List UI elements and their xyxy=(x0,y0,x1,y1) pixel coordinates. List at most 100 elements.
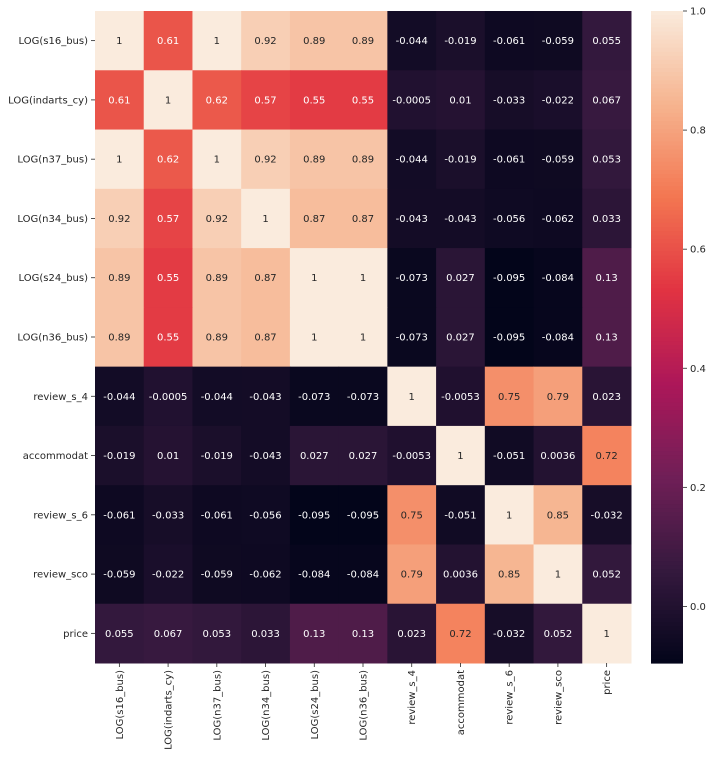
colorbar-segment xyxy=(651,422,683,428)
heatmap-cell xyxy=(436,485,486,545)
cell-value-label: -0.061 xyxy=(103,510,135,521)
x-tick-label: review_s_6 xyxy=(505,670,516,725)
colorbar-segment xyxy=(651,55,683,61)
y-tick-label: LOG(s24_bus) xyxy=(19,273,89,284)
colorbar-segment xyxy=(651,324,683,330)
heatmap-cell xyxy=(436,425,486,486)
heatmap-cell xyxy=(95,485,145,545)
colorbar: 0.0 0.2 0.4 0.6 0.8 1.0 xyxy=(651,7,706,664)
colorbar-segment xyxy=(651,51,683,57)
heatmap-cell xyxy=(289,425,340,486)
heatmap-cell xyxy=(533,425,583,486)
colorbar-segment xyxy=(651,601,683,607)
colorbar-segment xyxy=(651,312,683,318)
heatmap-cell xyxy=(582,544,632,605)
x-tick-label: LOG(indarts_cy) xyxy=(164,670,175,750)
colorbar-segment xyxy=(651,23,683,28)
colorbar-segment xyxy=(651,104,683,110)
cell-value-label: 0.027 xyxy=(446,333,475,344)
colorbar-segment xyxy=(651,646,683,652)
heatmap-cell xyxy=(387,366,437,427)
cell-value-label: 0.79 xyxy=(401,570,423,581)
colorbar-segment xyxy=(651,345,683,350)
colorbar-segment xyxy=(651,226,683,232)
heatmap-cell xyxy=(192,425,242,486)
heatmap-cell xyxy=(533,307,583,368)
colorbar-segment xyxy=(651,565,683,570)
heatmap-cell xyxy=(95,366,145,427)
colorbar-segment xyxy=(651,202,683,208)
cell-value-label: -0.0053 xyxy=(392,451,431,462)
x-tick-label: LOG(s16_bus) xyxy=(115,670,126,740)
cell-value-label: 1 xyxy=(262,214,268,225)
colorbar-segment xyxy=(651,451,683,456)
y-tick-label: LOG(n34_bus) xyxy=(17,214,88,225)
heatmap-cell xyxy=(582,603,632,664)
colorbar-segment xyxy=(651,544,683,550)
cell-value-label: -0.059 xyxy=(542,36,574,47)
colorbar-segment xyxy=(651,500,683,505)
colorbar-segment xyxy=(651,243,683,248)
cell-value-label: -0.073 xyxy=(396,333,428,344)
cell-value-label: -0.051 xyxy=(444,510,476,521)
heatmap-cell xyxy=(533,603,583,664)
cell-value-label: -0.044 xyxy=(201,392,233,403)
colorbar-segment xyxy=(651,271,683,277)
cell-value-label: 0.052 xyxy=(592,570,621,581)
x-tick-label: LOG(n34_bus) xyxy=(261,670,272,741)
colorbar-segment xyxy=(651,300,683,305)
cell-value-label: 0.85 xyxy=(547,510,569,521)
colorbar-segment xyxy=(651,471,683,477)
cell-value-label: -0.019 xyxy=(201,451,233,462)
heatmap-cell xyxy=(143,248,193,308)
colorbar-segment xyxy=(651,263,683,269)
colorbar-segment xyxy=(651,585,683,591)
colorbar-segment xyxy=(651,414,683,420)
heatmap-cell xyxy=(143,11,193,71)
heatmap-cell xyxy=(387,188,437,249)
cell-value-label: 0.033 xyxy=(251,629,280,640)
heatmap-cell xyxy=(387,248,437,308)
colorbar-segment xyxy=(651,153,683,159)
colorbar-segment xyxy=(651,402,683,407)
heatmap-cell xyxy=(289,70,340,131)
heatmap-cell xyxy=(289,129,340,190)
cell-value-label: -0.061 xyxy=(493,36,525,47)
cell-value-label: 0.055 xyxy=(592,36,621,47)
heatmap-cell xyxy=(533,188,583,249)
cell-value-label: 0.0036 xyxy=(540,451,575,462)
cell-value-label: -0.019 xyxy=(103,451,135,462)
heatmap-cell xyxy=(484,485,535,545)
y-tick-label: review_s_6 xyxy=(33,510,88,521)
colorbar-segment xyxy=(651,536,683,542)
colorbar-segment xyxy=(651,614,683,619)
colorbar-segment xyxy=(651,190,683,195)
cell-value-label: 0.57 xyxy=(157,214,179,225)
heatmap-cell xyxy=(241,188,291,249)
colorbar-segment xyxy=(651,504,683,509)
heatmap-cell xyxy=(338,485,388,545)
colorbar-tick-label: 0.8 xyxy=(690,126,706,137)
cell-value-label: 1 xyxy=(360,333,366,344)
heatmap-cell xyxy=(484,129,535,190)
cell-value-label: 0.89 xyxy=(303,36,325,47)
colorbar-segment xyxy=(651,442,683,448)
colorbar-segment xyxy=(651,174,683,179)
heatmap-cell xyxy=(289,307,340,368)
cell-value-label: 1 xyxy=(311,273,317,284)
colorbar-segment xyxy=(651,618,683,623)
cell-value-label: 0.067 xyxy=(154,629,183,640)
colorbar-segment xyxy=(651,39,683,45)
colorbar-tick-label: 0.4 xyxy=(690,364,706,375)
cell-value-label: 0.85 xyxy=(498,570,520,581)
colorbar-tick-label: 1.0 xyxy=(690,7,706,18)
colorbar-segment xyxy=(651,548,683,554)
colorbar-tick-label: 0.2 xyxy=(690,483,706,494)
colorbar-segment xyxy=(651,182,683,187)
cell-value-label: 0.13 xyxy=(596,273,618,284)
heatmap-cell xyxy=(387,70,437,131)
colorbar-segment xyxy=(651,214,683,220)
heatmap-cell xyxy=(289,248,340,308)
heatmap-cell xyxy=(582,129,632,190)
colorbar-segment xyxy=(651,581,683,587)
